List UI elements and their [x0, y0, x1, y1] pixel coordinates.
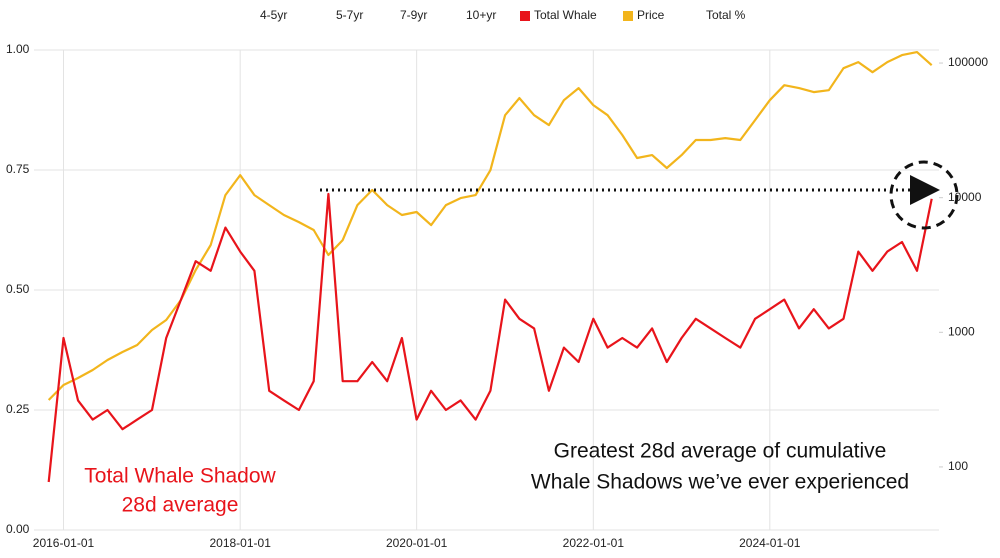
highlight-circle — [889, 160, 959, 230]
legend-swatch — [623, 11, 633, 21]
x-tick-label: 2024-01-01 — [739, 536, 801, 550]
legend-label: 5-7yr — [336, 8, 363, 22]
legend-swatch — [520, 11, 530, 21]
y2-tick-label: 100 — [948, 459, 968, 473]
annotation: Whale Shadows we’ve ever experienced — [531, 471, 909, 494]
y2-tick-label: 1000 — [948, 324, 975, 338]
legend-label: Price — [637, 8, 665, 22]
legend-label: Total Whale — [534, 8, 597, 22]
annotation: Greatest 28d average of cumulative — [554, 440, 887, 463]
annotation: 28d average — [122, 494, 239, 517]
y-tick-label: 0.25 — [6, 402, 30, 416]
legend-label: 7-9yr — [400, 8, 427, 22]
y-tick-label: 0.50 — [6, 282, 30, 296]
annotation: Total Whale Shadow — [84, 465, 276, 488]
y-tick-label: 0.00 — [6, 522, 30, 536]
y-tick-label: 1.00 — [6, 42, 30, 56]
y-tick-label: 0.75 — [6, 162, 30, 176]
legend-label: 10+yr — [466, 8, 496, 22]
lines — [47, 51, 933, 483]
y2-tick-label: 100000 — [948, 55, 988, 69]
series-line — [47, 51, 933, 401]
series-line — [47, 192, 933, 483]
legend-label: 4-5yr — [260, 8, 287, 22]
x-tick-label: 2022-01-01 — [563, 536, 625, 550]
x-tick-label: 2018-01-01 — [209, 536, 271, 550]
y2-tick-label: 10000 — [948, 190, 982, 204]
x-tick-label: 2016-01-01 — [33, 536, 95, 550]
legend-label: Total % — [706, 8, 746, 22]
x-tick-label: 2020-01-01 — [386, 536, 448, 550]
